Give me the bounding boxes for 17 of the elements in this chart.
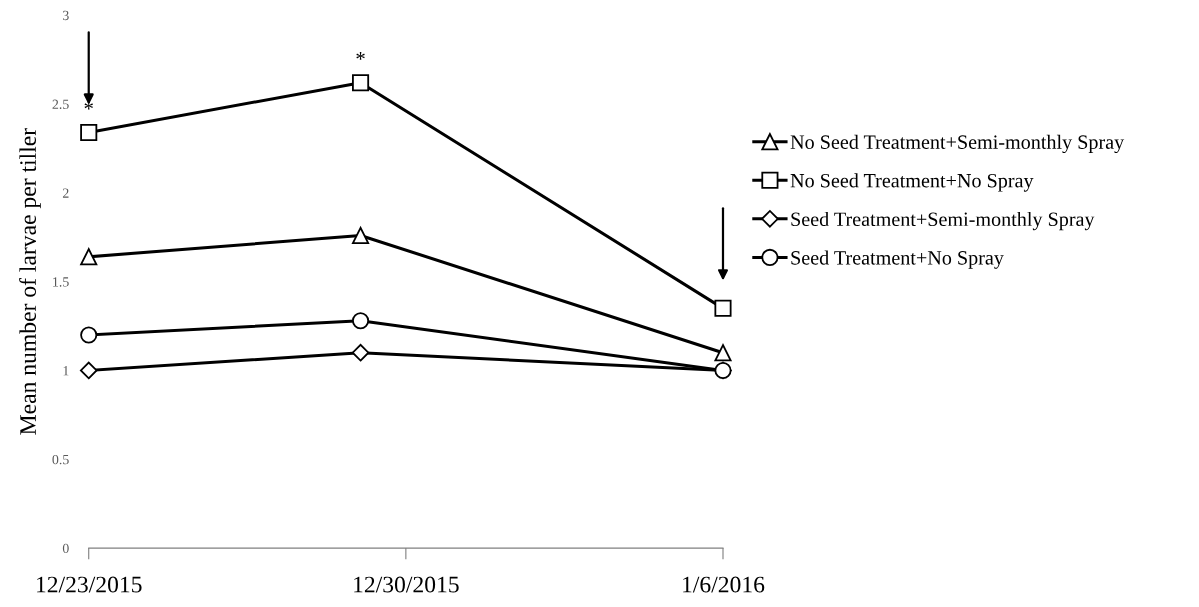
y-tick-label: 0.5 bbox=[52, 454, 69, 465]
annotation: * bbox=[84, 101, 93, 110]
y-tick-label: 0 bbox=[62, 543, 69, 554]
y-axis-title: Mean number of larvae per tiller bbox=[19, 128, 41, 435]
legend-label: No Seed Treatment+No Spray bbox=[790, 173, 1034, 192]
x-tick-label: 12/30/2015 bbox=[354, 576, 459, 593]
y-tick-label: 1.5 bbox=[53, 277, 69, 287]
y-tick-label: 2 bbox=[62, 188, 69, 198]
y-tick-label: 3 bbox=[63, 10, 69, 21]
y-tick-label: 1 bbox=[63, 366, 69, 376]
y-tick-label: 2.5 bbox=[52, 99, 69, 110]
legend-label: No Seed Treatment+Semi-monthly Spray bbox=[790, 134, 1125, 154]
x-tick-label: 12/23/2015 bbox=[37, 576, 142, 593]
legend-label: Seed Treatment+No Spray bbox=[791, 250, 1004, 269]
legend-label: Seed Treatment+Semi-monthly Spray bbox=[791, 211, 1095, 231]
annotation: * bbox=[356, 52, 365, 60]
x-tick-label: 1/6/2016 bbox=[683, 576, 765, 593]
